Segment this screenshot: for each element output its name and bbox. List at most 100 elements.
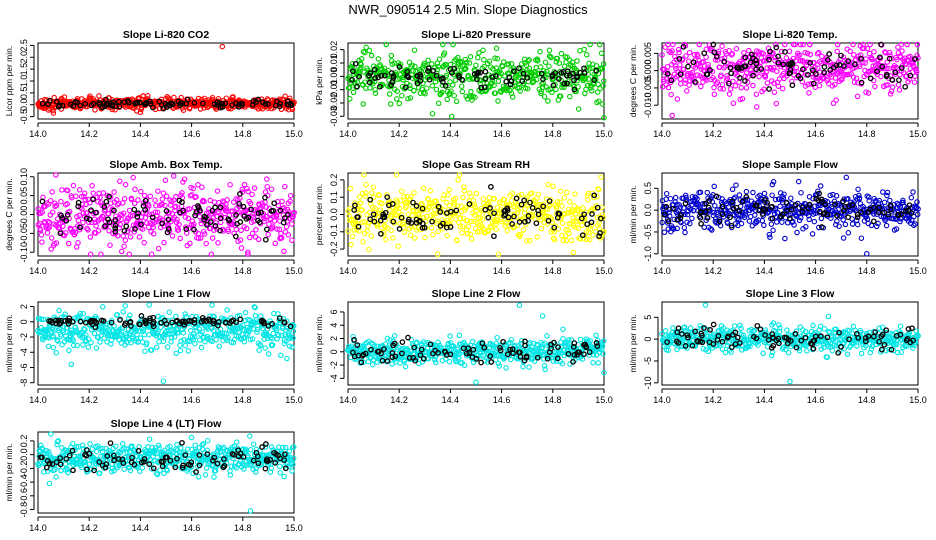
data-point: [468, 88, 474, 95]
data-point: [347, 96, 353, 102]
y-axis-label: ml/min per min.: [4, 314, 14, 372]
data-point: [677, 62, 683, 68]
x-tick-label: 14.6: [807, 266, 825, 276]
x-tick-label: 14.8: [234, 395, 252, 405]
data-point: [268, 186, 275, 192]
data-point: [493, 65, 500, 71]
data-point: [728, 52, 735, 58]
x-tick-label: 15.0: [285, 395, 303, 405]
data-point: [517, 88, 523, 94]
data-point: [779, 85, 786, 92]
data-point: [435, 100, 442, 107]
x-tick-label: 14.8: [544, 129, 562, 139]
reference-point: [366, 79, 373, 86]
outlier-point: [160, 378, 167, 384]
reference-point: [571, 77, 577, 84]
data-point: [396, 100, 403, 107]
data-point: [842, 221, 849, 228]
reference-point: [563, 72, 570, 79]
data-point: [350, 89, 357, 96]
reference-point: [475, 69, 482, 76]
data-point: [698, 83, 704, 90]
data-point: [402, 363, 409, 370]
data-point: [500, 59, 507, 65]
reference-point: [160, 105, 167, 112]
data-point: [107, 242, 113, 248]
data-point: [152, 197, 158, 203]
data-point: [410, 68, 416, 74]
data-point: [406, 59, 413, 66]
data-point: [283, 224, 290, 230]
data-point: [446, 358, 453, 365]
data-point: [422, 90, 428, 97]
data-point: [80, 342, 86, 348]
reference-point: [426, 76, 433, 83]
data-point: [559, 220, 566, 226]
y-tick-label: 0.0: [19, 98, 29, 111]
reference-point: [516, 65, 522, 72]
data-point: [673, 56, 680, 63]
data-point: [360, 239, 366, 245]
data-point: [466, 60, 473, 66]
data-point: [213, 336, 219, 343]
data-point: [290, 328, 297, 334]
data-point: [595, 81, 601, 88]
data-point: [111, 189, 117, 195]
x-tick-label: 14.4: [442, 129, 460, 139]
reference-point: [581, 65, 587, 72]
data-point: [663, 190, 670, 197]
data-point: [182, 342, 188, 349]
data-point: [799, 57, 806, 64]
data-point: [50, 344, 57, 351]
data-point: [398, 188, 405, 195]
data-point: [493, 226, 500, 232]
data-point: [476, 50, 482, 56]
y-tick-label: -0.2: [329, 241, 339, 257]
reference-point: [533, 220, 540, 227]
outlier-point: [669, 112, 675, 119]
data-point: [563, 238, 570, 244]
x-tick-label: 14.0: [29, 129, 47, 139]
reference-point: [449, 69, 455, 76]
y-axis-label: degrees C per min.: [628, 45, 638, 117]
reference-point: [382, 72, 388, 79]
data-point: [914, 199, 920, 205]
x-tick-label: 14.0: [653, 266, 671, 276]
data-point: [851, 52, 857, 58]
data-point: [255, 236, 262, 243]
reference-point: [236, 101, 243, 108]
y-tick-label: 0.5: [643, 182, 653, 195]
data-point: [346, 84, 353, 91]
panel-title: Slope Gas Stream RH: [422, 159, 530, 171]
reference-point: [593, 67, 600, 74]
data-point: [362, 49, 368, 56]
data-point: [670, 41, 676, 48]
data-point: [287, 192, 294, 199]
data-point: [372, 86, 378, 93]
data-point: [546, 47, 553, 54]
data-point: [548, 54, 554, 61]
data-point: [676, 49, 682, 56]
data-point: [453, 98, 460, 105]
data-point: [600, 61, 607, 67]
data-point: [599, 101, 606, 107]
data-points: [345, 302, 607, 386]
reference-point: [101, 100, 108, 107]
data-point: [120, 309, 126, 315]
data-point: [778, 48, 785, 55]
panel-title: Slope Li-820 CO2: [123, 29, 210, 41]
x-tick-label: 14.4: [132, 395, 150, 405]
x-tick-label: 14.0: [29, 395, 47, 405]
data-point: [682, 229, 688, 236]
data-point: [558, 50, 565, 57]
data-point: [682, 80, 688, 86]
data-points: [35, 302, 297, 384]
data-point: [553, 86, 559, 93]
reference-point: [451, 65, 458, 72]
data-point: [792, 41, 798, 48]
y-tick-label: 0.05: [19, 187, 29, 205]
data-point: [718, 72, 724, 78]
x-tick-label: 14.6: [493, 129, 511, 139]
reference-point: [162, 101, 169, 107]
